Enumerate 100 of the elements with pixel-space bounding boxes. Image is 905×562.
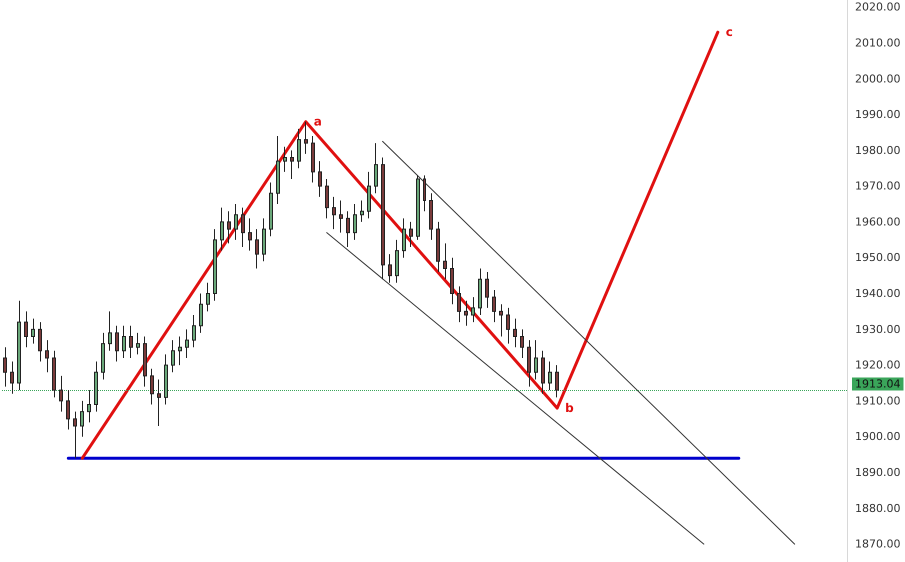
candlestick xyxy=(311,136,315,184)
candlestick xyxy=(339,200,343,234)
candlestick xyxy=(220,207,224,252)
candlestick xyxy=(485,272,489,308)
candlestick xyxy=(520,328,524,358)
y-tick-label: 1900.00 xyxy=(855,430,900,444)
candlestick xyxy=(3,346,7,388)
y-tick-label: 1930.00 xyxy=(855,322,900,336)
y-tick-label: 2000.00 xyxy=(855,72,900,86)
candlestick xyxy=(45,340,49,373)
candlestick xyxy=(262,218,266,262)
candlestick xyxy=(213,228,217,302)
candlestick xyxy=(443,242,447,280)
y-tick-label: 1950.00 xyxy=(855,251,900,264)
candlestick xyxy=(122,325,126,358)
y-tick-label: 1990.00 xyxy=(855,108,900,122)
candlestick xyxy=(31,318,35,344)
candlestick xyxy=(548,361,552,391)
candlestick xyxy=(66,390,70,430)
candlestick xyxy=(332,196,336,230)
candlestick xyxy=(101,332,105,380)
y-tick-label: 1880.00 xyxy=(855,502,900,515)
candlestick xyxy=(269,182,273,237)
candlestick xyxy=(527,340,531,388)
candlestick xyxy=(136,332,140,355)
y-tick-label: 1940.00 xyxy=(855,287,900,300)
candlestick xyxy=(409,221,413,248)
y-tick-label: 1870.00 xyxy=(855,538,900,551)
candlestick xyxy=(499,304,503,337)
candlestick xyxy=(248,218,252,252)
candlestick xyxy=(171,340,175,373)
candlestick xyxy=(276,136,280,205)
y-tick-label: 1960.00 xyxy=(855,215,900,228)
data-label: c xyxy=(726,25,733,40)
candlestick xyxy=(87,390,91,423)
candlestick xyxy=(297,128,301,169)
candlestick xyxy=(59,375,63,412)
candlestick xyxy=(464,300,468,326)
y-tick-label: 1890.00 xyxy=(855,466,900,480)
y-tick-label: 1910.00 xyxy=(855,394,900,408)
candlestick xyxy=(450,257,454,305)
candlestick xyxy=(304,121,308,154)
candlestick xyxy=(416,174,420,240)
candlestick xyxy=(353,204,357,240)
candlestick xyxy=(227,210,231,244)
candlestick xyxy=(367,171,371,219)
candlestick xyxy=(555,364,559,398)
y-tick-label: 2010.00 xyxy=(855,36,900,50)
candlestick xyxy=(185,328,189,358)
candlestick xyxy=(290,150,294,180)
candlestick xyxy=(150,368,154,405)
line-series xyxy=(80,30,720,460)
candlestick xyxy=(318,160,322,198)
candlestick xyxy=(513,318,517,348)
candlestick xyxy=(80,400,84,438)
candlestick xyxy=(506,307,510,344)
candlestick xyxy=(108,310,112,352)
data-label: a xyxy=(314,114,322,129)
candlestick xyxy=(255,228,259,269)
candlestick xyxy=(52,350,56,398)
candlestick xyxy=(206,282,210,312)
candlestick xyxy=(360,200,364,222)
candlestick xyxy=(436,221,440,273)
candlestick xyxy=(402,218,406,258)
candlestick xyxy=(199,293,203,334)
candlestick xyxy=(346,210,350,248)
y-tick-label: 1980.00 xyxy=(855,144,900,157)
candlestick xyxy=(541,350,545,394)
candlestick xyxy=(423,174,426,212)
candlestick xyxy=(241,207,245,248)
candlestick xyxy=(17,300,21,391)
ref-line-label: 1913.04 xyxy=(855,378,900,391)
candlestick xyxy=(429,192,433,240)
candlestick xyxy=(471,296,475,323)
candlestick xyxy=(374,142,378,194)
candlestick xyxy=(10,361,14,394)
candlestick xyxy=(395,239,399,284)
y-tick-label: 1970.00 xyxy=(855,180,900,193)
candlestick xyxy=(164,354,168,405)
candlestick xyxy=(73,411,77,459)
y-tick-label: 2020.00 xyxy=(855,0,900,14)
candlestick xyxy=(478,268,482,316)
candlestick xyxy=(143,336,147,388)
candlestick xyxy=(129,325,133,358)
candlestick xyxy=(24,310,28,348)
candlestick xyxy=(492,289,496,323)
candlestick xyxy=(457,286,461,323)
candlestick xyxy=(192,314,196,348)
candlestick xyxy=(38,322,42,362)
data-label: b xyxy=(565,401,574,416)
candlestick xyxy=(115,325,119,362)
candlestick xyxy=(381,157,385,280)
candlestick xyxy=(388,254,392,284)
candlestick xyxy=(94,361,98,412)
candlestick xyxy=(178,336,182,366)
candlestick xyxy=(283,146,287,172)
y-tick-label: 1920.00 xyxy=(855,358,900,372)
candlestick xyxy=(325,178,329,219)
candlestick xyxy=(157,378,161,426)
candlestick xyxy=(534,340,538,380)
